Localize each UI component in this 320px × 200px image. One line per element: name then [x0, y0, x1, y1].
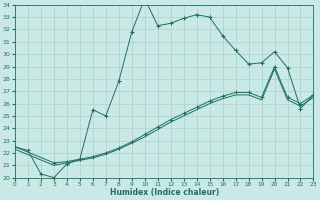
X-axis label: Humidex (Indice chaleur): Humidex (Indice chaleur) [109, 188, 219, 197]
